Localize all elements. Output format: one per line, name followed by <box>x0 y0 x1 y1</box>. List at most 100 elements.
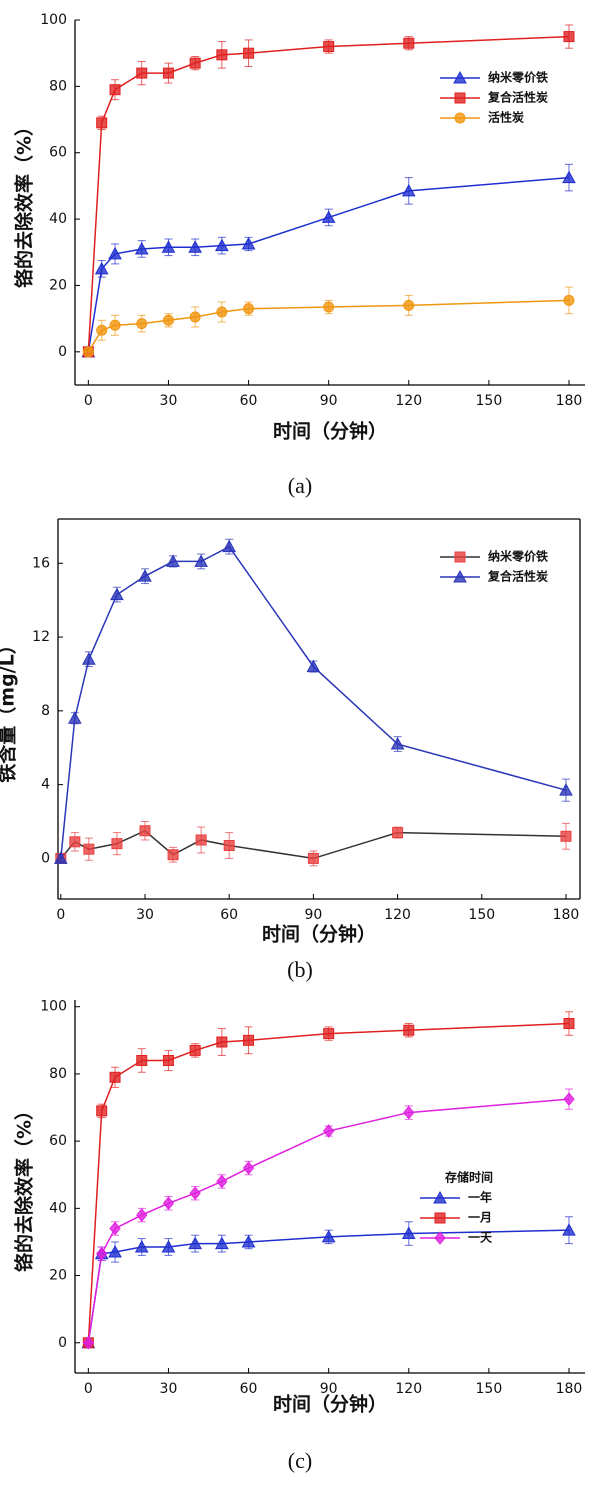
point <box>109 84 121 96</box>
series-line <box>87 1229 569 1343</box>
point <box>96 1246 108 1261</box>
x-tick-label: 180 <box>556 1381 583 1397</box>
point <box>559 783 573 796</box>
point <box>161 240 176 253</box>
point <box>139 825 151 837</box>
y-axis-label: 铬的去除效率（%） <box>13 1101 36 1272</box>
point <box>243 303 255 315</box>
point <box>392 827 404 839</box>
legend-marker <box>434 1231 446 1245</box>
point <box>162 67 174 79</box>
point <box>306 659 321 673</box>
point <box>109 1221 121 1236</box>
point <box>136 1054 148 1066</box>
point <box>323 301 335 313</box>
point <box>189 1186 201 1201</box>
x-tick-label: 120 <box>395 393 422 409</box>
y-tick-label: 12 <box>32 629 50 645</box>
y-tick-label: 16 <box>32 555 50 571</box>
point <box>53 851 68 864</box>
point <box>110 587 124 601</box>
x-axis-label: 时间（分钟） <box>262 923 376 946</box>
x-tick-label: 30 <box>136 907 154 923</box>
point <box>96 117 108 129</box>
point <box>138 569 152 582</box>
series-line <box>87 1022 570 1343</box>
point <box>96 324 108 336</box>
legend-label: 复合活性炭 <box>487 569 548 584</box>
point <box>403 1105 415 1120</box>
point <box>401 183 416 197</box>
x-tick-label: 120 <box>395 1381 422 1397</box>
legend-label: 一年 <box>468 1190 492 1205</box>
y-tick-label: 40 <box>49 211 67 227</box>
x-tick-label: 90 <box>320 1381 338 1397</box>
y-tick-label: 60 <box>49 1133 67 1149</box>
x-tick-label: 120 <box>384 907 411 923</box>
y-tick-label: 60 <box>49 145 67 161</box>
point <box>96 1105 108 1117</box>
point <box>241 1234 256 1248</box>
point <box>136 318 148 330</box>
legend-marker <box>434 1212 446 1224</box>
point <box>67 711 82 724</box>
x-tick-label: 0 <box>84 1381 93 1397</box>
x-tick-label: 60 <box>240 393 258 409</box>
point <box>188 1236 202 1250</box>
point <box>215 238 229 252</box>
point <box>161 1239 176 1253</box>
point <box>189 1044 201 1056</box>
x-tick-label: 30 <box>160 1381 178 1397</box>
x-tick-label: 90 <box>304 907 322 923</box>
point <box>216 1174 228 1189</box>
point <box>111 838 123 850</box>
point <box>162 1054 174 1066</box>
legend-label: 复合活性炭 <box>487 90 548 105</box>
point <box>403 1024 415 1036</box>
legend-marker <box>454 551 466 563</box>
point <box>563 1018 575 1030</box>
y-tick-label: 20 <box>49 1268 67 1284</box>
y-tick-label: 0 <box>58 344 67 360</box>
caption: (b) <box>287 957 313 982</box>
y-axis-label: 铁含量（mg/L） <box>0 635 19 782</box>
point <box>222 539 237 553</box>
legend-marker <box>453 70 467 84</box>
legend-marker <box>433 1190 447 1204</box>
x-tick-label: 180 <box>556 393 583 409</box>
point <box>243 47 255 59</box>
y-tick-label: 100 <box>40 12 67 28</box>
x-tick-label: 60 <box>220 907 238 923</box>
point <box>321 210 336 223</box>
point <box>242 1161 255 1175</box>
point <box>194 554 208 567</box>
x-tick-label: 180 <box>553 907 580 923</box>
point <box>69 836 81 848</box>
point <box>82 1335 95 1350</box>
point <box>216 49 228 61</box>
point <box>136 1208 148 1222</box>
point <box>563 294 575 306</box>
legend-label: 一月 <box>468 1211 492 1225</box>
legend-label: 纳米零价铁 <box>488 549 548 564</box>
point <box>243 1034 255 1046</box>
point <box>189 57 201 69</box>
point <box>563 1092 575 1106</box>
point <box>108 246 122 260</box>
point <box>403 299 415 311</box>
point <box>323 1028 335 1040</box>
y-tick-label: 4 <box>41 777 50 793</box>
point <box>134 1239 149 1253</box>
point <box>109 319 121 331</box>
point <box>563 31 575 43</box>
point <box>82 346 94 358</box>
y-tick-label: 20 <box>49 277 67 293</box>
x-tick-label: 90 <box>320 393 338 409</box>
point <box>223 840 235 852</box>
x-tick-label: 150 <box>476 1381 503 1397</box>
y-tick-label: 100 <box>40 999 67 1015</box>
x-tick-label: 0 <box>84 393 93 409</box>
point <box>94 261 109 275</box>
legend-label: 纳米零价铁 <box>488 70 548 85</box>
point <box>307 852 319 864</box>
